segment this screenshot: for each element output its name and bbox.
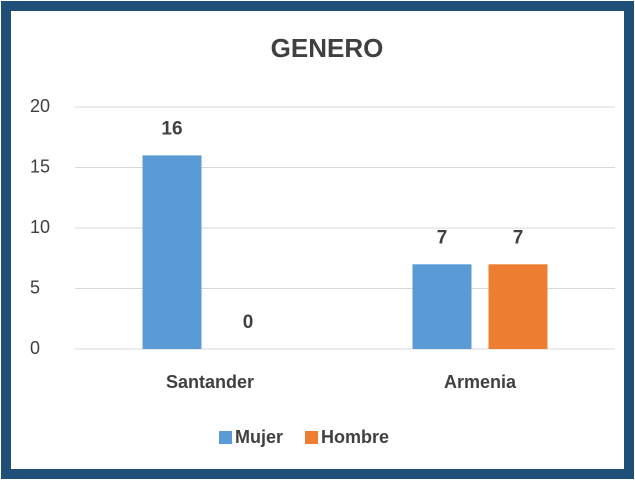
legend-swatch (219, 431, 232, 444)
y-tick-label: 10 (30, 217, 50, 237)
y-tick-label: 20 (30, 96, 50, 116)
y-tick-label: 0 (30, 338, 40, 358)
y-tick-label: 15 (30, 156, 50, 176)
bar (412, 264, 472, 349)
x-tick-label: Santander (166, 372, 254, 392)
data-label: 16 (161, 118, 182, 139)
legend-swatch (305, 431, 319, 444)
data-label: 0 (243, 312, 254, 333)
chart-title: GENERO (271, 33, 384, 63)
data-label: 7 (437, 227, 448, 248)
legend-label: Mujer (235, 427, 283, 447)
legend-label: Hombre (321, 427, 389, 447)
data-label: 7 (513, 227, 524, 248)
bar (142, 155, 202, 349)
y-tick-label: 5 (30, 277, 40, 297)
bar (488, 264, 548, 349)
x-tick-label: Armenia (444, 372, 517, 392)
